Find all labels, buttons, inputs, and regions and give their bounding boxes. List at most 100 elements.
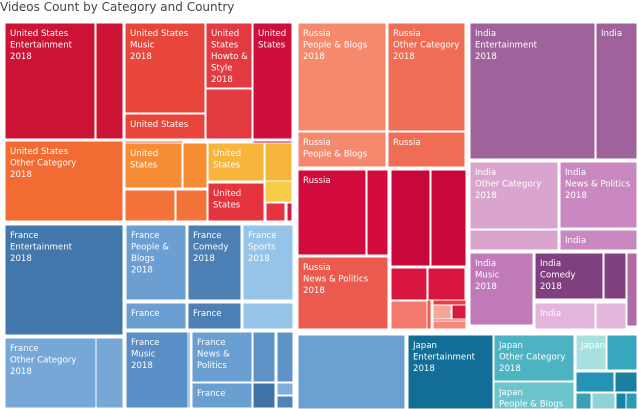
treemap-cell-japan-79[interactable] [625,392,638,409]
treemap-cell-india-entertainment-38[interactable]: India [595,22,638,160]
treemap-cell-united-states-18-rect[interactable] [265,202,286,222]
treemap-cell-japan-entertainment-69-rect[interactable] [407,334,494,409]
treemap-cell-russia-29[interactable] [427,267,466,301]
treemap-cell-russia-news-and-politics-30-rect[interactable] [297,256,389,330]
treemap-cell-france-sports-57-rect[interactable] [242,224,294,301]
treemap-cell-france-64[interactable] [276,331,294,383]
treemap-cell-japan-77[interactable] [591,392,616,409]
treemap-cell-russia-33[interactable] [390,300,428,330]
treemap-cell-united-states-13-rect[interactable] [175,189,208,222]
treemap-cell-united-states-entertainment-1[interactable] [95,22,124,140]
treemap-cell-japan-73[interactable] [606,334,638,371]
treemap-cell-france-people-and-blogs-53-rect[interactable] [125,224,187,301]
treemap-cell-russia-other-category-23-rect[interactable] [387,131,466,168]
treemap-cell-france-64-rect[interactable] [276,331,294,383]
treemap-cell-france-music-59-rect[interactable] [125,331,189,409]
treemap-cell-japan-76-rect[interactable] [575,392,592,409]
treemap-cell-japan-74-rect[interactable] [575,371,615,393]
treemap-cell-russia-28[interactable] [390,267,428,301]
treemap-cell-united-states-15[interactable] [264,142,293,182]
treemap-cell-united-states-6[interactable]: United States [252,22,293,140]
treemap-cell-india-music-43-rect[interactable] [469,252,534,326]
treemap-cell-united-states-18[interactable] [265,202,286,222]
treemap-cell-india-49-rect[interactable] [626,252,638,327]
treemap-cell-france-65[interactable] [252,382,276,409]
treemap-cell-united-states-14[interactable]: United States [207,142,265,182]
treemap-cell-russia-33-rect[interactable] [390,300,428,330]
treemap-cell-united-states-17-rect[interactable] [207,182,265,222]
treemap-cell-united-states-howto-and-style-4-rect[interactable] [205,22,253,89]
treemap-cell-japan-people-and-blogs-72[interactable]: Japan [575,334,607,371]
treemap-cell-russia-25[interactable] [366,169,389,256]
treemap-cell-united-states-11-rect[interactable] [182,142,208,189]
treemap-cell-japan-75-rect[interactable] [614,371,638,393]
treemap-cell-japan-76[interactable] [575,392,592,409]
treemap-cell-russia-34-rect[interactable] [432,304,452,320]
treemap-cell-france-news-and-politics-61-rect[interactable] [191,331,253,383]
treemap-cell-united-states-10-rect[interactable] [124,142,183,189]
treemap-cell-france-news-and-politics-61[interactable]: France News &Politics [191,331,253,383]
treemap-cell-russia-34[interactable] [432,304,452,320]
treemap-cell-russia-other-category-23[interactable]: Russia [387,131,466,168]
treemap-cell-russia-27-rect[interactable] [430,169,467,267]
treemap-cell-india-comedy-46-rect[interactable] [603,252,627,300]
treemap-cell-japan-people-and-blogs-72-rect[interactable] [575,334,607,371]
treemap-cell-france-66-rect[interactable] [276,382,294,396]
treemap-cell-united-states-15-rect[interactable] [264,142,293,182]
treemap-cell-france-comedy-56[interactable]: France [187,302,242,330]
treemap-cell-russia-people-and-blogs-21-rect[interactable] [297,131,387,168]
treemap-cell-india-48-rect[interactable] [595,302,627,330]
treemap-cell-russia-25-rect[interactable] [366,169,389,256]
treemap-cell-india-comedy-45-rect[interactable] [534,252,604,300]
treemap-cell-russia-26[interactable] [390,169,431,267]
treemap-cell-india-other-category-39-rect[interactable] [469,161,559,230]
treemap-cell-united-states-12[interactable] [124,189,176,222]
treemap-cell-russia-people-and-blogs-21[interactable]: Russia People & Blogs [297,131,387,168]
treemap-cell-japan-people-and-blogs-71[interactable]: Japan People & Blogs [493,381,575,409]
treemap-cell-india-other-category-40[interactable] [469,229,559,251]
treemap-cell-japan-75[interactable] [614,371,638,393]
treemap-cell-france-67[interactable] [276,395,294,409]
treemap-cell-russia-24[interactable]: Russia [297,169,367,256]
treemap-cell-japan-79-rect[interactable] [625,392,638,409]
treemap-cell-france-news-and-politics-62-rect[interactable] [191,382,253,409]
treemap-cell-united-states-11[interactable] [182,142,208,189]
treemap-cell-india-48[interactable] [595,302,627,330]
treemap-cell-india-other-category-40-rect[interactable] [469,229,559,251]
treemap-cell-united-states-music-3[interactable]: United States [124,113,206,140]
treemap-cell-united-states-music-2-rect[interactable] [124,22,206,114]
treemap-cell-france-news-and-politics-62[interactable]: France [191,382,253,409]
treemap-cell-japan-74[interactable] [575,371,615,393]
treemap-cell-russia-27[interactable] [430,169,467,267]
treemap-cell-united-states-13[interactable] [175,189,208,222]
treemap-cell-france-people-and-blogs-53[interactable]: France People &Blogs 2018 [125,224,187,301]
treemap-cell-india-entertainment-37-rect[interactable] [469,22,596,160]
treemap-cell-france-68-rect[interactable] [297,334,406,409]
treemap-cell-united-states-19-rect[interactable] [286,202,293,222]
treemap-cell-france-comedy-56-rect[interactable] [187,302,242,330]
treemap-cell-japan-other-category-70-rect[interactable] [493,334,575,382]
treemap-cell-france-66[interactable] [276,382,294,396]
treemap-cell-india-49[interactable] [626,252,638,327]
treemap-cell-india-news-and-politics-42-rect[interactable] [559,229,638,251]
treemap-cell-united-states-16-rect[interactable] [264,180,293,203]
treemap-cell-india-news-and-politics-41-rect[interactable] [559,161,638,229]
treemap-cell-france-63[interactable] [252,331,276,383]
treemap-cell-united-states-16[interactable] [264,180,293,203]
treemap-cell-india-47-rect[interactable] [534,302,596,330]
treemap-cell-russia-people-and-blogs-20-rect[interactable] [297,22,387,132]
